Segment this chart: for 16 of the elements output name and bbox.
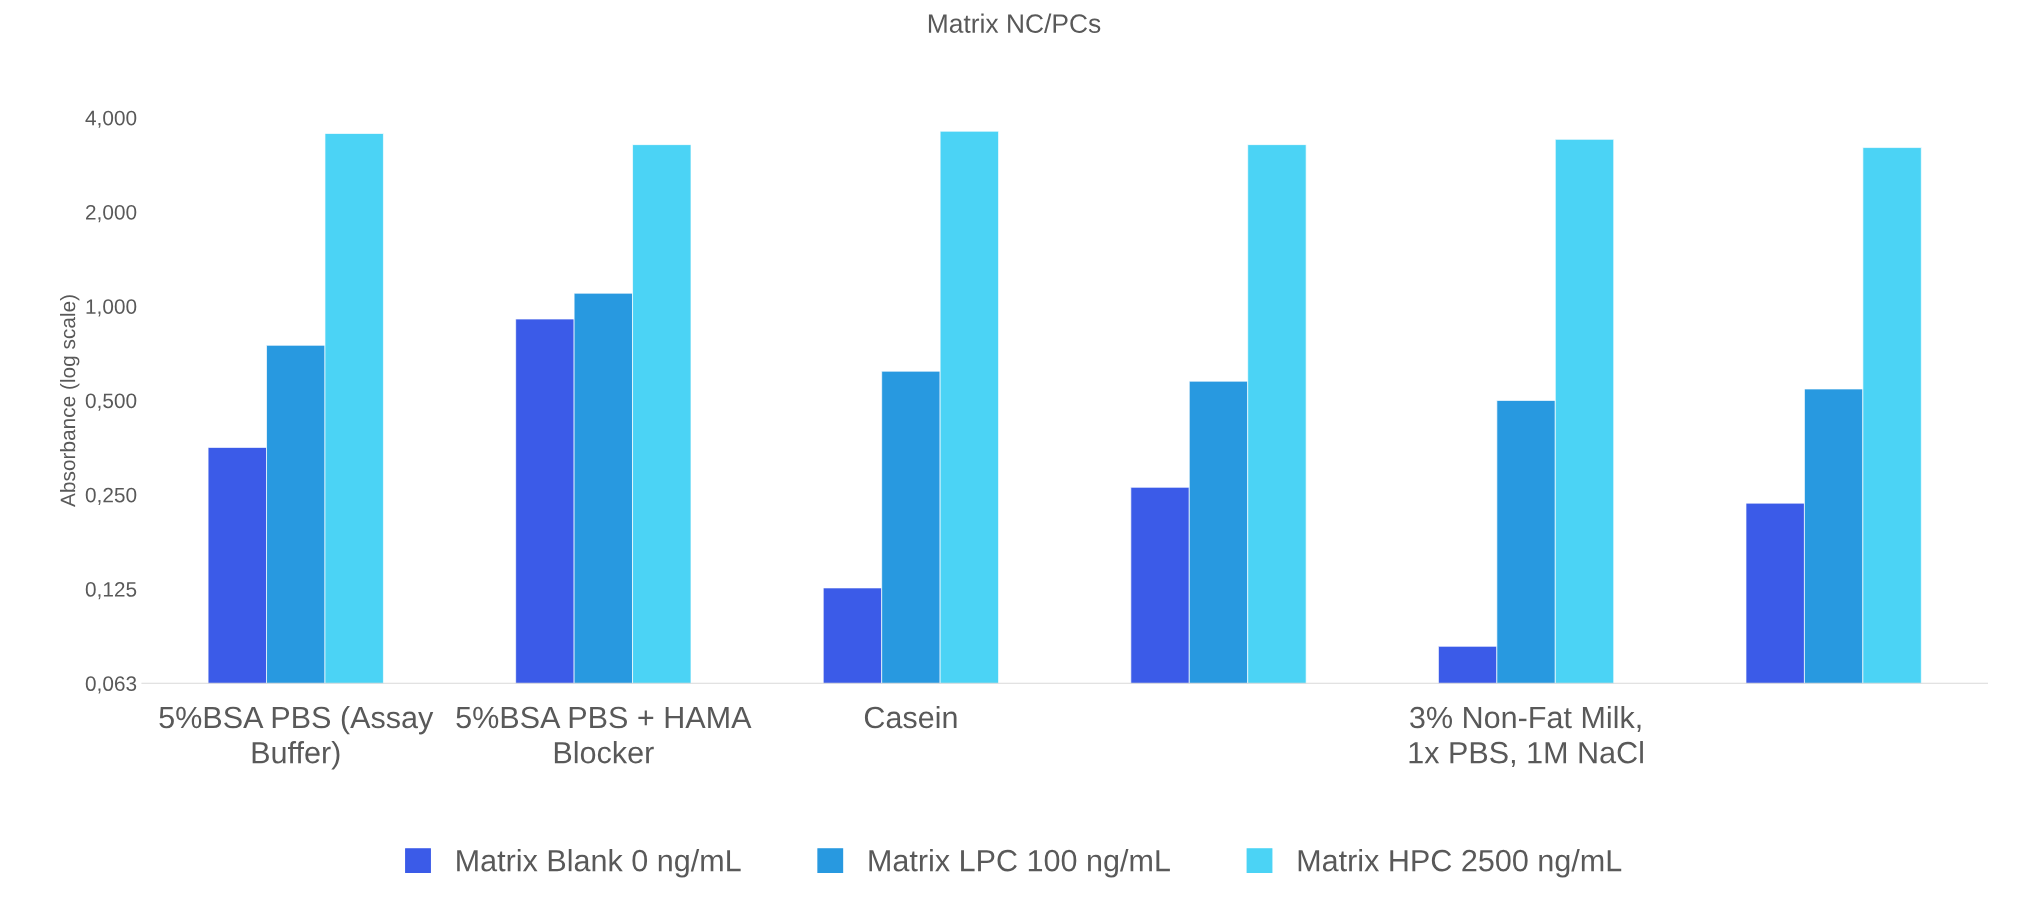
y-axis-title: Absorbance (log scale): [59, 295, 80, 507]
y-tick-label: 0,500: [85, 393, 137, 411]
x-tick-label: 5%BSA PBS + HAMA Blocker: [456, 706, 752, 764]
legend-label: Matrix HPC 2500 ng/mL: [1298, 849, 1622, 878]
y-tick-label: 0,125: [85, 582, 137, 600]
chart-title: Matrix NC/PCs: [928, 13, 1101, 33]
y-tick-label: 2,000: [86, 204, 137, 223]
legend-label: Matrix Blank 0 ng/mL: [457, 849, 741, 878]
y-tick-label: 0,063: [85, 676, 137, 694]
x-tick-label: 5%BSA PBS (Assay Buffer): [159, 705, 434, 770]
y-tick-label: 1,000: [86, 299, 137, 317]
legend-label: Matrix LPC 100 ng/mL: [869, 849, 1170, 878]
y-tick-label: 4,000: [85, 110, 137, 128]
x-tick-label: 3% Non-Fat Milk, 1x PBS, 1M NaCl: [1409, 705, 1643, 768]
x-tick-label: Casein: [864, 705, 957, 729]
y-tick-label: 0,250: [85, 487, 137, 505]
